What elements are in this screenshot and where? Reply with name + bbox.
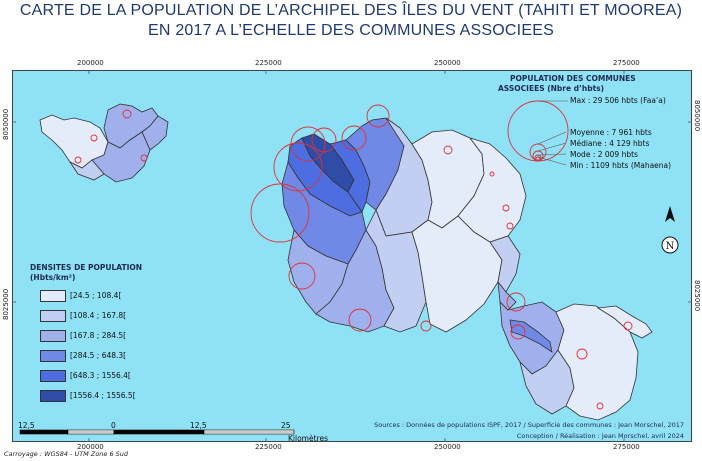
scale-label-2: 0 [111, 421, 116, 430]
x-tick-top-1: 200000 [77, 59, 104, 67]
commune-isthmus [497, 280, 517, 311]
scale-label-3: 12,5 [190, 421, 207, 430]
population-circles [74, 104, 633, 410]
pop-stat-mode: Mode : 2 009 hbts [570, 150, 638, 159]
tahiti-iti [497, 280, 653, 421]
pop-stat-min: Min : 1109 hbts (Mahaena) [570, 161, 672, 170]
pop-circle-mahina [341, 125, 367, 151]
pop-circle-north [366, 104, 390, 128]
pop-circle-east [506, 222, 514, 230]
pop-legend-median [532, 150, 544, 162]
x-tick-bottom-2: 225000 [255, 443, 282, 451]
pop-stat-max: Max : 29 506 hbts (Faa’a) [570, 96, 666, 105]
pop-circle-taiarapu [510, 324, 526, 340]
pop-circle-tautira [576, 348, 588, 360]
density-legend-title: DENSITES DE POPULATION (Hbts/km²) [30, 263, 142, 283]
pop-circle-south [596, 402, 604, 410]
pop-circle-arue [311, 127, 337, 153]
x-tick-top-4: 275000 [613, 59, 640, 67]
pop-circle-pirae [290, 126, 326, 162]
x-tick-bottom-1: 200000 [77, 443, 104, 451]
sources-line1: Sources : Données de populations ISPF, 2… [374, 421, 684, 429]
pop-circle-papeete [273, 142, 323, 192]
pop-circle-papenoo [443, 145, 453, 155]
commune-taravao [489, 235, 521, 293]
north-label: N [666, 241, 675, 252]
pop-legend-leaders [537, 100, 568, 166]
scale-label-4: 25 [281, 421, 291, 430]
pop-circle-faaa [250, 183, 310, 243]
pop-circle-hitiaa [489, 171, 495, 177]
commune-moorea-southwest [68, 159, 105, 181]
map-title-line2: EN 2017 A L’ECHELLE DES COMMUNES ASSOCIE… [148, 22, 554, 39]
density-legend-title-line1: DENSITES DE POPULATION [30, 263, 143, 272]
pop-stat-median: Médiane : 4 129 hbts [570, 139, 650, 148]
pop-legend-circles [507, 100, 569, 162]
pop-circle-taravao [506, 292, 526, 312]
density-legend-swatch [40, 350, 66, 362]
density-legend-swatch [40, 290, 66, 302]
commune-tautira [596, 305, 653, 339]
pop-circle-punaauia [288, 262, 316, 290]
x-tick-bottom-4: 275000 [613, 443, 640, 451]
density-legend-label: [1556.4 ; 1556.5[ [70, 391, 136, 400]
pop-legend-title-line2: ASSOCIEES (Nbre d’hbts) [498, 84, 605, 93]
sources-line2: Conception / Réalisation : Jean Morschel… [516, 432, 684, 440]
density-legend-swatch [40, 330, 66, 342]
density-legend-swatch [40, 390, 66, 402]
x-tick-top-2: 225000 [255, 59, 282, 67]
scale-unit: Kilomètres [288, 434, 328, 443]
pop-legend-max [507, 100, 569, 162]
density-legend-title-line2: (Hbts/km²) [30, 273, 76, 282]
y-tick-right-1: 8050000 [693, 100, 701, 132]
y-tick-left-1: 8050000 [2, 108, 10, 140]
pop-circle-moorea-south [74, 156, 82, 164]
x-tick-bottom-3: 250000 [434, 443, 461, 451]
density-legend-label: [108.4 ; 167.8[ [70, 311, 127, 320]
map-title-line1: CARTE DE LA POPULATION DE L’ARCHIPEL DES… [19, 2, 683, 19]
scale-bar [19, 429, 295, 435]
commune-hitiaa [411, 215, 503, 333]
commune-teva-i-uta [365, 209, 427, 333]
north-arrow-icon: N [661, 206, 679, 254]
pop-stat-mean: Moyenne : 7 961 hbts [570, 128, 652, 137]
commune-moorea-east [141, 115, 169, 151]
pop-circle-moorea-north [122, 109, 132, 119]
commune-teahupoo [509, 319, 553, 353]
pop-circle-papara [348, 308, 372, 332]
pop-legend-mean [529, 143, 547, 161]
scale-label-1: 12,5 [18, 421, 35, 430]
pop-legend-title-line1: POPULATION DES COMMUNES [510, 74, 636, 83]
y-tick-left-2: 8025000 [2, 288, 10, 320]
y-tick-right-2: 8025000 [693, 280, 701, 312]
density-legend-swatch [40, 310, 66, 322]
map-canvas: N [12, 70, 692, 442]
pop-circle-tiarei [502, 204, 510, 212]
pop-circle-moorea-east [140, 154, 148, 162]
density-legend-label: [24.5 ; 108.4[ [70, 291, 122, 300]
pop-circle-vairao [420, 320, 432, 332]
pop-circle-southeast [623, 321, 633, 331]
grid-footnote: Carroyage : WGS84 - UTM Zone 6 Sud [4, 450, 129, 458]
tahiti-island [281, 117, 527, 333]
density-legend-label: [284.5 ; 648.3[ [70, 351, 127, 360]
density-legend-swatch [40, 370, 66, 382]
moorea-island [39, 103, 169, 183]
density-legend-label: [648.3 ; 1556.4[ [70, 371, 131, 380]
x-tick-top-3: 250000 [434, 59, 461, 67]
density-legend-label: [167.8 ; 284.5[ [70, 331, 127, 340]
pop-circle-moorea-west [90, 134, 98, 142]
graticule [12, 70, 692, 442]
